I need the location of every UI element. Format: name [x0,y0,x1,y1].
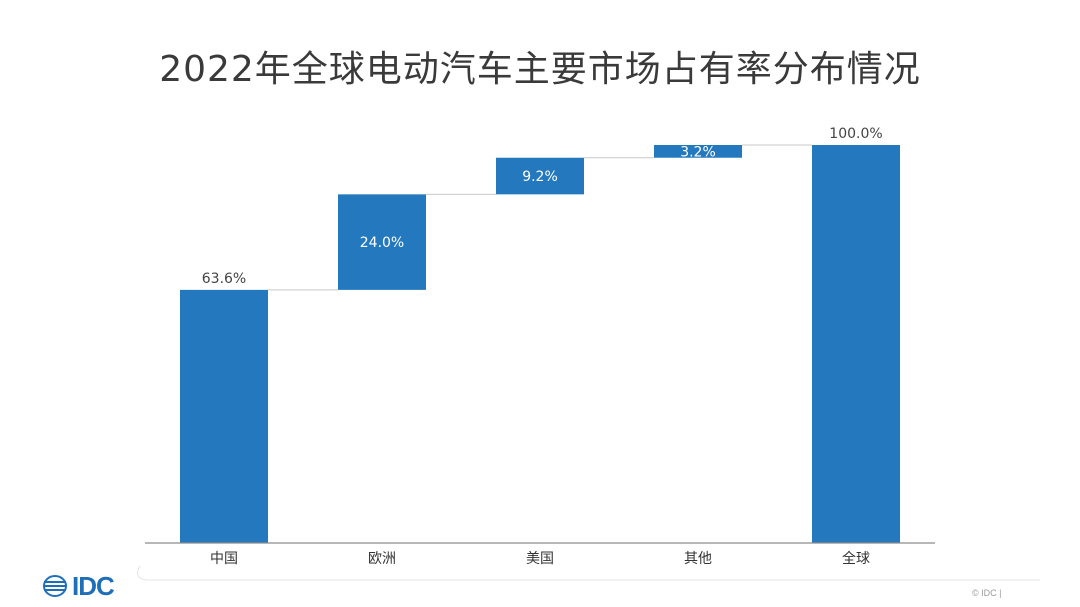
data-label-5: 100.0% [829,126,882,142]
chart-title: 2022年全球电动汽车主要市场占有率分布情况 [159,49,921,90]
x-tick-label-3: 美国 [526,551,554,567]
footer-divider [137,565,1040,581]
idc-globe-icon [43,575,67,597]
idc-logo-text: IDC [72,570,115,601]
bar-2 [338,194,426,290]
bar-1 [180,289,268,543]
data-label-1: 63.6% [202,271,246,287]
x-tick-label-4: 其他 [684,551,712,567]
data-label-2: 24.0% [360,235,404,251]
idc-logo: IDC [42,570,115,601]
x-tick-label-2: 欧洲 [368,551,396,567]
data-label-3: 9.2% [522,169,558,185]
bar-4 [654,145,742,158]
bar-3 [496,157,584,195]
x-tick-label-5: 全球 [842,550,870,567]
data-label-4: 3.2% [680,144,716,160]
x-tick-label-1: 中国 [210,551,238,567]
copyright-text: © IDC | [972,588,1002,598]
bar-5 [812,145,900,543]
